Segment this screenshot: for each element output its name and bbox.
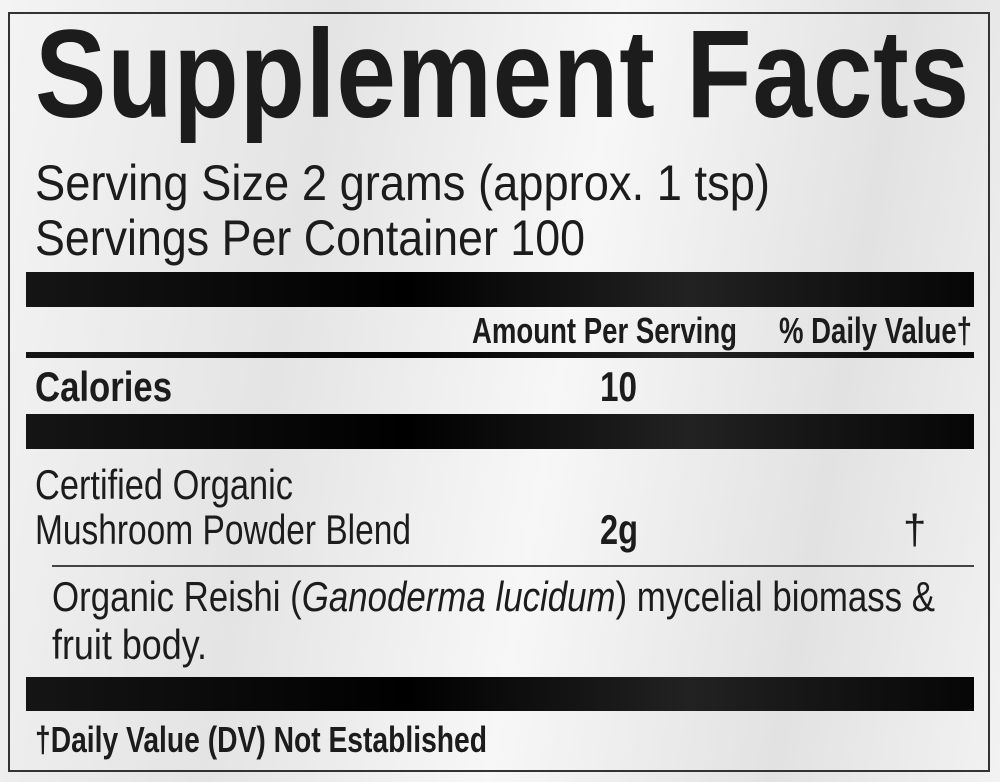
divider-thick	[26, 677, 974, 711]
divider-thin	[52, 565, 974, 567]
divider-thick	[26, 272, 974, 307]
serving-size: Serving Size 2 grams (approx. 1 tsp)	[35, 155, 770, 211]
servings-per-container: Servings Per Container 100	[35, 210, 585, 266]
divider-thick	[26, 414, 974, 449]
blend-daily-value: †	[903, 506, 927, 553]
blend-amount: 2g	[600, 506, 638, 553]
label-title: Supplement Facts	[35, 5, 970, 144]
ingredient-prefix: Organic Reishi (	[52, 573, 302, 620]
header-amount-per-serving: Amount Per Serving	[472, 310, 737, 351]
calories-label: Calories	[35, 363, 172, 410]
ingredient-latin-name: Ganoderma lucidum	[301, 573, 616, 620]
footnote: †Daily Value (DV) Not Established	[35, 719, 487, 760]
label-border	[8, 12, 990, 772]
ingredient-suffix: ) mycelial biomass &	[615, 573, 935, 620]
calories-amount: 10	[600, 363, 637, 410]
divider-medium	[26, 352, 974, 358]
blend-ingredients-line2: fruit body.	[52, 621, 207, 668]
blend-label-line2: Mushroom Powder Blend	[35, 506, 411, 553]
blend-ingredients-line1: Organic Reishi (Ganoderma lucidum) mycel…	[52, 576, 935, 618]
blend-label-line1: Certified Organic	[35, 461, 293, 508]
header-daily-value: % Daily Value†	[779, 310, 972, 351]
